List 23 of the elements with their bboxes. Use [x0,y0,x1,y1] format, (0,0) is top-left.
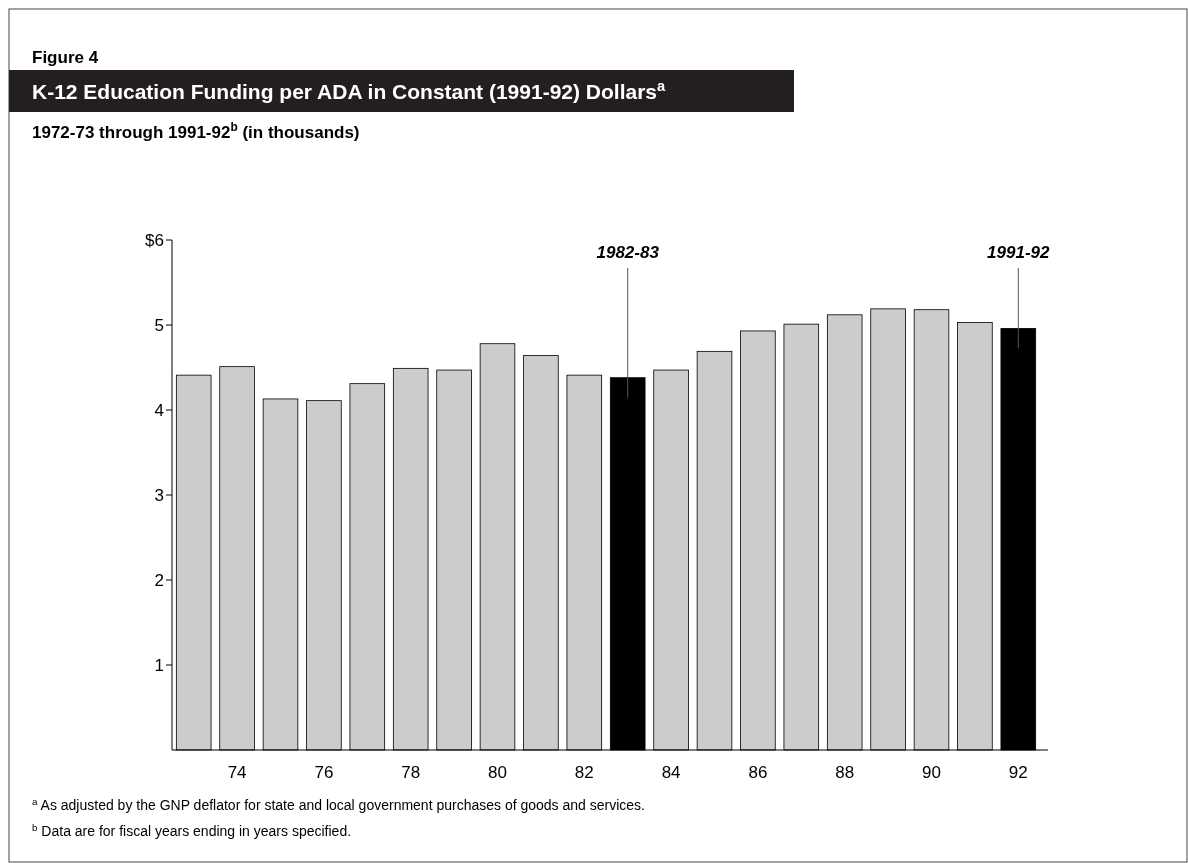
y-tick-label: 5 [154,315,164,335]
y-tick-label: $6 [145,230,164,250]
x-tick-label: 76 [314,763,334,782]
chart-subtitle: 1972-73 through 1991-92$^{b}$ (in thousands) [32,120,360,142]
y-tick-label: 4 [154,400,164,420]
y-tick-label: 2 [154,570,164,590]
annotation: 1991-92 [987,243,1051,262]
x-tick-label: 78 [401,763,421,782]
x-tick-label: 84 [661,763,681,782]
annotation: 1982-83 [596,243,660,262]
text: $^{b}$ Data are for fiscal years ending in years specified. [32,821,352,839]
x-tick-label: 80 [488,763,507,782]
y-tick-label: 1 [154,655,164,675]
text: $^{a}$ As adjusted by the GNP deflator for state and local government purchases of goods and services. [32,795,645,813]
x-tick-label: 82 [574,763,594,782]
x-tick-label: 88 [835,763,855,782]
caption: Figure 4 [32,48,99,67]
x-tick-label: 74 [227,763,247,782]
x-tick-label: 90 [922,763,941,782]
x-tick-label: 92 [1008,763,1028,782]
y-tick-label: 3 [154,485,164,505]
x-tick-label: 86 [748,763,768,782]
chart-title: K-12 Education Funding per ADA in Constant (1991-92) Dollars$^{a}$ [32,78,667,103]
